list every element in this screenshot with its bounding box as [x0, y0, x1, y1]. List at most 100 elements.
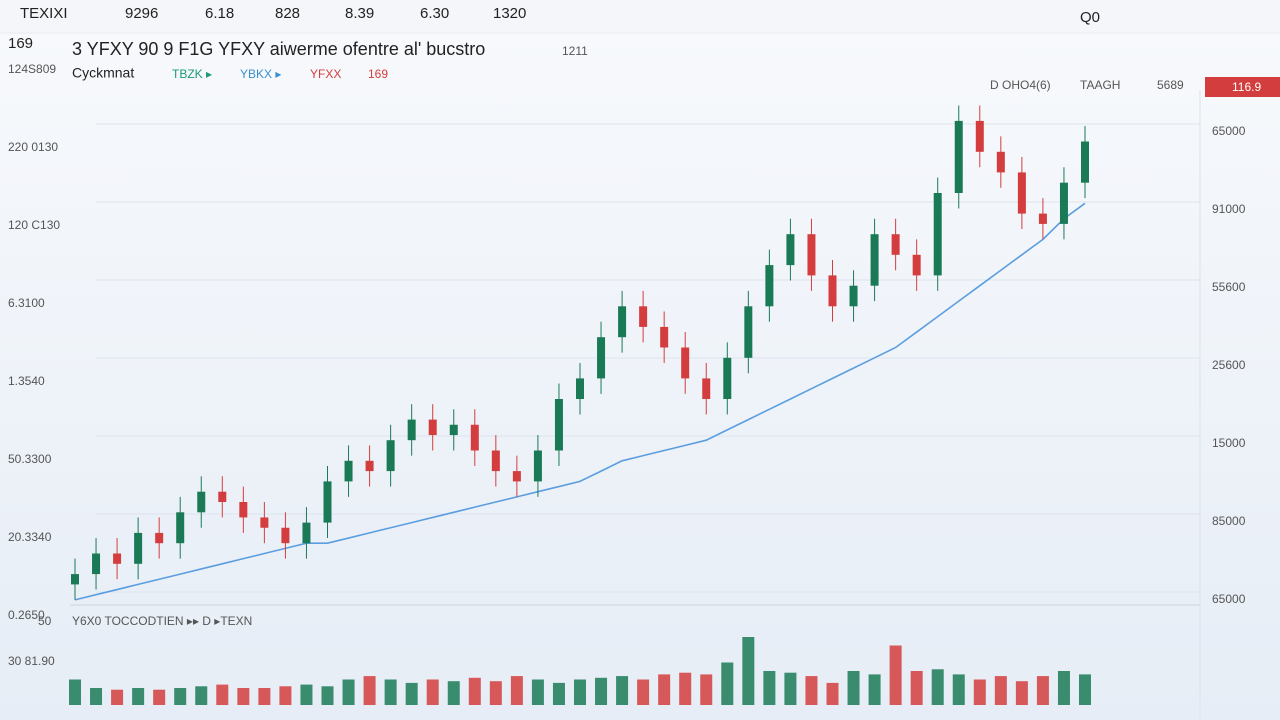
volume-bar — [721, 662, 734, 705]
left-axis-label: 0.2650 — [8, 608, 45, 622]
volume-bar — [595, 677, 608, 705]
volume-bar — [468, 677, 481, 705]
candle-body — [134, 532, 143, 564]
volume-bar — [552, 682, 565, 705]
volume-bar — [510, 676, 523, 705]
ticker[interactable]: 6.30 — [420, 5, 449, 22]
candle-body — [155, 532, 164, 544]
volume-bar — [384, 679, 397, 705]
candle-body — [386, 440, 395, 472]
candle-body — [954, 120, 963, 193]
volume-bar — [994, 676, 1007, 705]
volume-bar — [489, 681, 502, 705]
volume-bar — [405, 682, 418, 705]
volume-bar — [258, 688, 271, 705]
interval[interactable]: D OHO4(6) — [990, 78, 1051, 92]
candle-body — [176, 512, 185, 544]
volume-axis-label: 30 81.90 — [8, 654, 55, 668]
candle-body — [533, 450, 542, 482]
volume-bar — [616, 676, 629, 705]
volume-bar — [447, 681, 460, 705]
candle-body — [807, 234, 816, 276]
volume-bar — [763, 671, 776, 705]
volume-bar — [195, 686, 208, 705]
volume-bar — [237, 688, 250, 705]
volume-bar — [574, 679, 586, 705]
volume-title: Y6X0 TOCCODTIEN ▸▸ D ▸TEXN — [72, 614, 252, 628]
volume-bar — [658, 674, 671, 705]
volume-bar — [1036, 676, 1049, 705]
legend-item: 169 — [368, 67, 388, 81]
candle-body — [428, 419, 437, 436]
volume-bar — [1057, 671, 1070, 705]
candle-body — [618, 306, 627, 338]
candle-body — [302, 522, 311, 544]
volume-bar — [111, 689, 124, 705]
ticker[interactable]: TEXIXI — [20, 5, 68, 22]
right-axis-label: 91000 — [1212, 202, 1246, 216]
info-label: TAAGH — [1080, 78, 1120, 92]
candle-body — [407, 419, 416, 441]
volume-bar — [637, 679, 650, 705]
candle-body — [260, 517, 269, 528]
candle-body — [933, 193, 942, 276]
volume-bar — [889, 645, 902, 705]
candle-body — [1059, 182, 1068, 224]
legend-item: YBKX ▸ — [240, 67, 281, 81]
volume-bar — [742, 637, 755, 705]
candle-body — [1017, 172, 1026, 214]
candle-body — [197, 491, 206, 513]
candle-body — [639, 306, 648, 327]
candle-body — [113, 553, 122, 564]
volume-bar — [531, 679, 544, 705]
title-extra: 1211 — [562, 44, 588, 58]
candle-body — [597, 337, 606, 379]
candle-body — [744, 306, 753, 358]
legend-name: Cyckmnat — [72, 65, 134, 81]
ticker[interactable]: 1320 — [493, 5, 526, 22]
candle-body — [849, 285, 858, 307]
volume-bar — [1079, 674, 1091, 705]
volume-bar — [279, 686, 292, 705]
legend-item: YFXX — [310, 67, 341, 81]
candle-body — [512, 471, 521, 482]
left-axis-label: 20.3340 — [8, 530, 52, 544]
candle-body — [660, 326, 669, 348]
ticker[interactable]: 9296 — [125, 5, 158, 22]
volume-bar — [973, 679, 986, 705]
symbol[interactable]: 169 — [8, 35, 33, 52]
right-axis-label: 85000 — [1212, 514, 1246, 528]
left-axis-label: 124S809 — [8, 62, 56, 76]
right-axis-label: 25600 — [1212, 358, 1246, 372]
candle-body — [786, 234, 795, 266]
candle-body — [365, 460, 374, 472]
volume-bar — [847, 671, 860, 705]
candle-body — [92, 553, 101, 575]
volume-bar — [826, 682, 839, 705]
candle-body — [870, 234, 879, 286]
candle-body — [681, 347, 690, 379]
price-tag: 116.9 — [1232, 80, 1261, 94]
ticker[interactable]: 8.39 — [345, 5, 374, 22]
candle-body — [576, 378, 584, 399]
chart-panel — [0, 34, 1280, 720]
candle-body — [281, 527, 290, 544]
volume-bar — [931, 669, 944, 705]
candle-body — [71, 574, 79, 585]
moving-average — [74, 202, 1086, 601]
candle-body — [554, 399, 563, 451]
candle-body — [344, 460, 353, 482]
volume-bar — [132, 688, 145, 705]
volume-bar — [174, 688, 187, 705]
volume-bar — [321, 686, 334, 705]
ticker[interactable]: 6.18 — [205, 5, 234, 22]
ticker[interactable]: 828 — [275, 5, 300, 22]
right-axis-label: 65000 — [1212, 124, 1246, 138]
candle-body — [996, 151, 1005, 173]
volume-bar — [910, 671, 923, 705]
candle-body — [470, 424, 479, 451]
candle-body — [449, 424, 458, 436]
volume-bar — [868, 674, 881, 705]
search-icon[interactable]: Q0 — [1080, 9, 1100, 26]
